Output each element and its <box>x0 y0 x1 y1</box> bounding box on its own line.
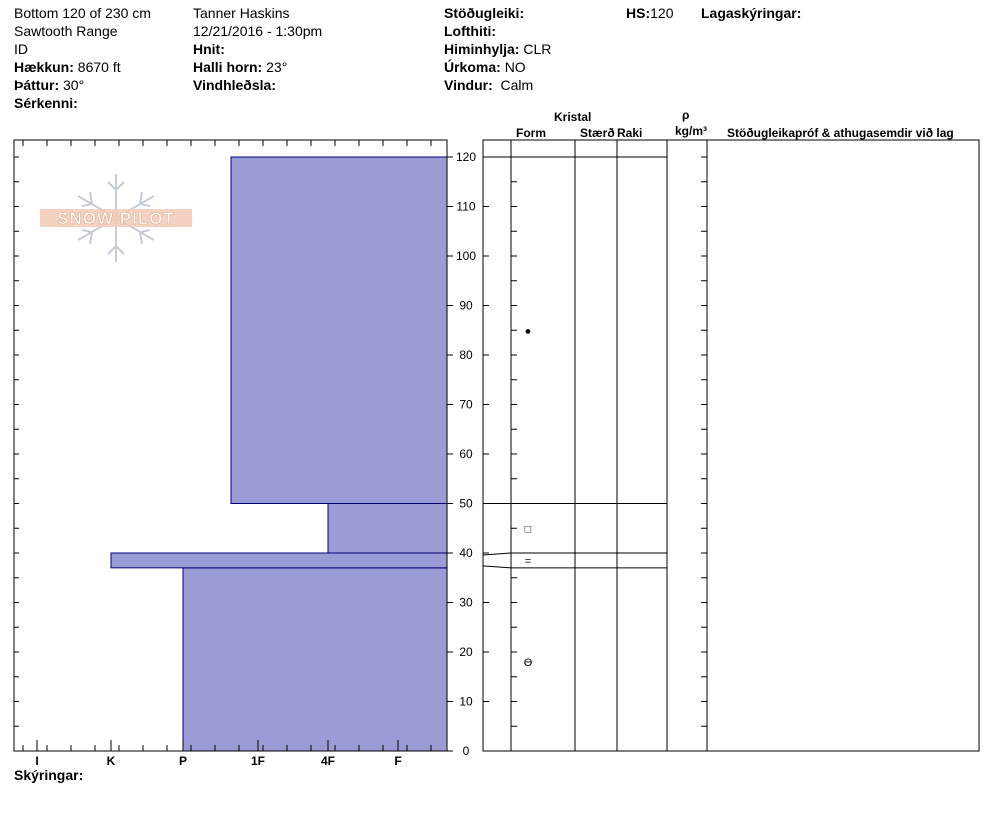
observer: Tanner Haskins <box>193 5 290 21</box>
snowpilot-logo: SNOW PILOT <box>36 170 196 270</box>
grain-symbol-2: = <box>525 555 531 567</box>
grain-symbol-0: ● <box>525 325 532 337</box>
grain-symbol-3: ϴ <box>524 657 533 669</box>
hardness-label-4F: 4F <box>321 754 335 768</box>
hardness-bar-2 <box>327 503 448 554</box>
height-label-120: 120 <box>456 150 476 164</box>
moisture-header: Raki <box>617 126 643 140</box>
hardness-bar-1 <box>110 552 448 569</box>
height-label-60: 60 <box>459 447 473 461</box>
form-header: Form <box>516 126 546 140</box>
elevation-value: 8670 ft <box>77 59 121 75</box>
air-temp-label: Lofthiti: <box>444 23 497 39</box>
hardness-bar-3 <box>230 156 448 504</box>
density-unit: kg/m³ <box>675 124 708 138</box>
height-label-20: 20 <box>459 645 473 659</box>
hardness-label-I: I <box>35 754 38 768</box>
notes-label: Skýringar: <box>14 767 84 783</box>
height-label-100: 100 <box>456 249 476 263</box>
snowflake-icon: SNOW PILOT <box>40 174 192 262</box>
hardness-frame <box>13 139 448 752</box>
height-label-110: 110 <box>456 200 475 214</box>
size-header: Stærð <box>580 126 615 140</box>
slope-label: Halli horn: <box>193 59 263 75</box>
datetime: 12/21/2016 - 1:30pm <box>193 23 323 39</box>
range-name: Sawtooth Range <box>14 23 118 39</box>
precip-label: Úrkoma: <box>444 59 501 75</box>
elevation-label: Hækkun: <box>14 59 74 75</box>
sky-value: CLR <box>523 41 552 57</box>
aspect-label: Þáttur: <box>14 77 60 93</box>
sky-label: Himinhylja: <box>444 41 520 57</box>
hardness-label-P: P <box>179 754 187 768</box>
wind-loading-label: Vindhleðsla: <box>193 77 276 93</box>
aspect: Þáttur: 30° <box>14 76 84 94</box>
state: ID <box>14 41 28 57</box>
precip: Úrkoma: NO <box>444 58 526 76</box>
hardness-label-K: K <box>107 754 116 768</box>
height-label-10: 10 <box>459 695 473 709</box>
layer-table-columns <box>510 140 708 752</box>
grain-symbol-1: □ <box>525 523 532 535</box>
logo-band <box>40 209 192 227</box>
height-label-40: 40 <box>459 546 473 560</box>
height-label-90: 90 <box>459 299 473 313</box>
aspect-value: 30° <box>63 77 85 93</box>
grain-symbols: ● □ = ϴ <box>524 325 533 669</box>
height-axis: 0 10 20 30 40 50 60 70 80 90 100 110 120 <box>447 150 489 758</box>
comments-header: Stöðugleikapróf & athugasemdir við lag <box>727 126 954 140</box>
layer-connector-40 <box>482 552 512 556</box>
layer-connector-37 <box>482 565 512 569</box>
density-symbol: ρ <box>682 108 690 122</box>
hardness-label-1F: 1F <box>251 754 265 768</box>
stability-label: Stöðugleiki: <box>444 5 525 21</box>
wind-value: Calm <box>500 77 534 93</box>
layer-boundaries <box>482 156 667 569</box>
sky: Himinhylja: CLR <box>444 40 551 58</box>
crystal-header: Kristal <box>554 110 592 124</box>
hardness-bars <box>110 156 448 752</box>
elevation: Hækkun: 8670 ft <box>14 58 121 76</box>
wind-label: Vindur: <box>444 77 493 93</box>
features-label: Sérkenni: <box>14 95 78 111</box>
height-label-0: 0 <box>463 744 470 758</box>
height-label-30: 30 <box>459 596 473 610</box>
height-label-50: 50 <box>459 497 473 511</box>
hardness-ticks: I K P 1F 4F F <box>14 140 432 768</box>
slope-value: 23° <box>266 59 288 75</box>
height-label-70: 70 <box>459 398 473 412</box>
hs-value: 120 <box>650 5 674 21</box>
layer-notes-label: Lagaskýringar: <box>701 5 802 21</box>
hs-label: HS: <box>626 5 651 21</box>
coords-label: Hnit: <box>193 41 225 57</box>
layer-table-frame <box>482 139 980 752</box>
height-label-80: 80 <box>459 348 473 362</box>
logo-text: SNOW PILOT <box>57 209 175 228</box>
hardness-bar-0 <box>182 567 448 752</box>
depth-range: Bottom 120 of 230 cm <box>14 5 151 21</box>
wind: Vindur: Calm <box>444 76 533 94</box>
slope: Halli horn: 23° <box>193 58 287 76</box>
hardness-label-F: F <box>394 754 401 768</box>
hs: HS:120 <box>626 4 673 22</box>
precip-value: NO <box>504 59 526 75</box>
